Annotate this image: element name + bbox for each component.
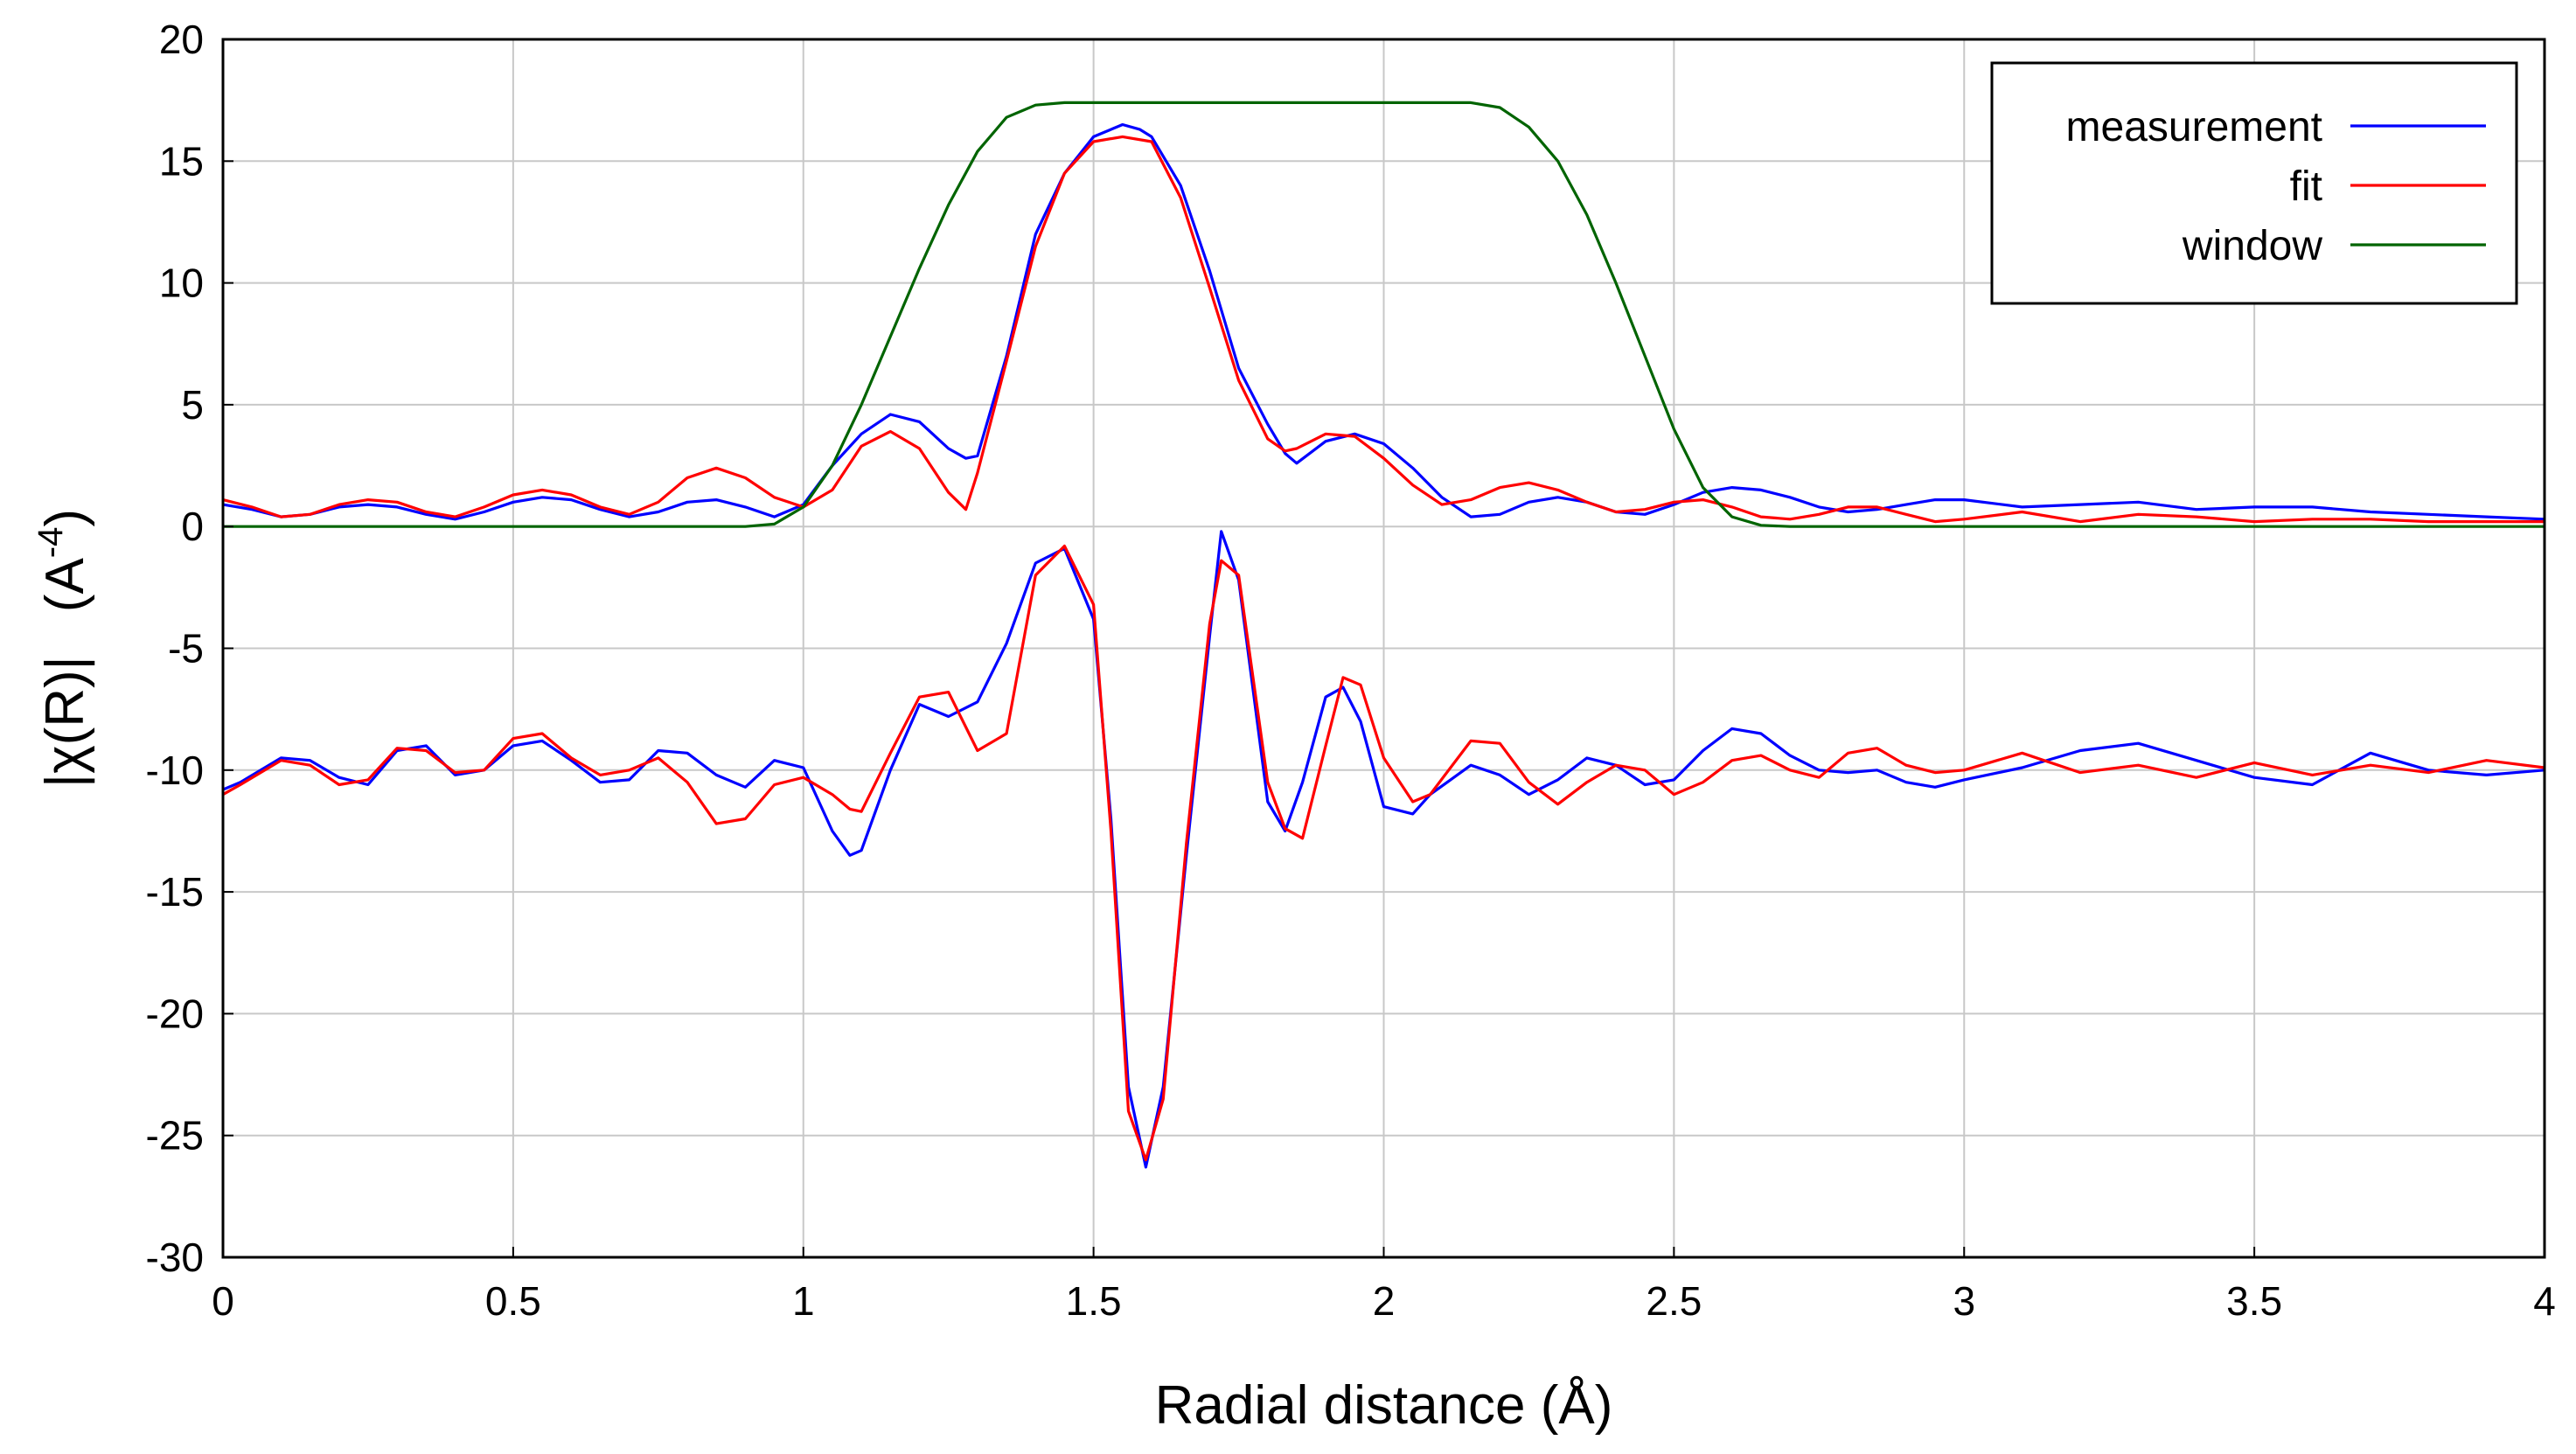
y-tick-label: 0 — [181, 504, 204, 549]
y-tick-label: -30 — [146, 1235, 204, 1280]
y-axis-title: |χ(R)| (A-4) — [31, 509, 95, 788]
x-axis-title: Radial distance (Å) — [1155, 1375, 1613, 1436]
legend-label-window: window — [2182, 223, 2322, 269]
y-tick-label: 15 — [159, 138, 204, 184]
series-line-lower-4 — [222, 544, 2545, 1162]
x-tick-label: 0.5 — [485, 1278, 541, 1324]
x-tick-label: 2.5 — [1646, 1278, 1702, 1324]
y-axis-title-text: |χ(R)| (A-4) — [31, 509, 95, 788]
series-line-measurement — [222, 122, 2545, 521]
x-tick-label: 1 — [792, 1278, 815, 1324]
legend-label-measurement: measurement — [2066, 104, 2322, 150]
y-axis-unit-base: (A — [35, 558, 95, 613]
legend-box — [1990, 61, 2518, 305]
x-tick-label: 3.5 — [2226, 1278, 2282, 1324]
y-tick-label: 10 — [159, 261, 204, 306]
x-tick-label: 3 — [1953, 1278, 1975, 1324]
y-tick-label: -25 — [146, 1113, 204, 1158]
x-tick-label: 1.5 — [1066, 1278, 1122, 1324]
y-tick-label: -5 — [168, 626, 204, 671]
series-line-window — [223, 101, 2545, 528]
y-tick-label: -10 — [146, 748, 204, 793]
series-line-fit — [222, 135, 2545, 524]
x-tick-label: 0 — [212, 1278, 234, 1324]
y-tick-label: 5 — [181, 382, 204, 428]
series-line-lower-3 — [222, 530, 2545, 1169]
legend-label-fit: fit — [2290, 163, 2322, 210]
series-group — [222, 101, 2545, 1169]
y-axis-quantity: |χ(R)| — [35, 656, 95, 788]
x-tick-label: 2 — [1373, 1278, 1396, 1324]
y-tick-label: -15 — [146, 869, 204, 915]
x-tick-label: 4 — [2533, 1278, 2556, 1324]
legend: measurement fit window — [1990, 61, 2518, 305]
y-axis-unit-close: ) — [35, 509, 95, 527]
tick-labels: 0 0.5 1 1.5 2 2.5 3 3.5 4 -30 -25 -20 -15 -10 -5 0 5 10 15… — [146, 17, 2556, 1324]
y-tick-label: -20 — [146, 991, 204, 1036]
y-tick-label: 20 — [159, 17, 204, 62]
y-axis-unit-exponent: -4 — [31, 527, 70, 559]
